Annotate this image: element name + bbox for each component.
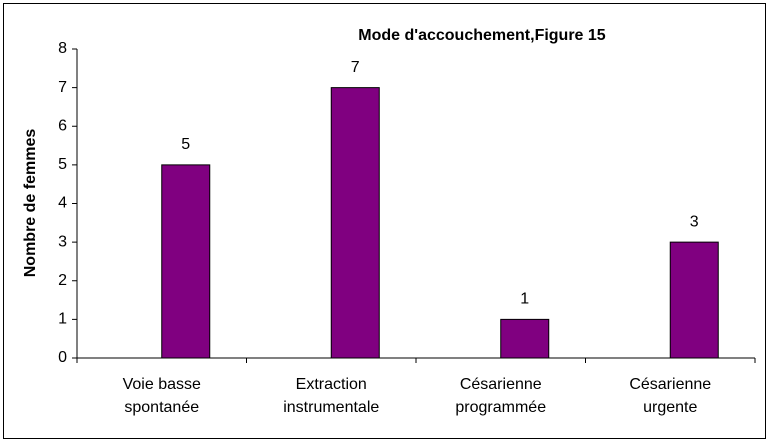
data-label: 7	[351, 59, 360, 76]
y-tick-label: 4	[58, 195, 67, 212]
y-tick-label: 3	[58, 233, 67, 250]
chart-title: Mode d'accouchement,Figure 15	[358, 27, 606, 44]
y-tick-label: 0	[58, 349, 67, 366]
x-tick-label: instrumentale	[283, 399, 379, 416]
x-tick-label: Voie basse	[123, 376, 201, 393]
x-tick-label: Extraction	[296, 376, 367, 393]
bar	[161, 164, 211, 359]
bar	[500, 318, 550, 359]
bar	[330, 87, 380, 359]
x-tick-label: urgente	[643, 399, 697, 416]
y-axis-label: Nombre de femmes	[22, 129, 39, 278]
x-tick-label: Césarienne	[460, 376, 542, 393]
y-tick-label: 2	[58, 272, 67, 289]
y-tick-label: 7	[58, 79, 67, 96]
x-tick-label: programmée	[455, 399, 546, 416]
y-tick-label: 6	[58, 117, 67, 134]
bar	[669, 241, 719, 359]
y-tick-label: 1	[58, 311, 67, 328]
data-label: 5	[181, 136, 190, 153]
chart-border	[3, 3, 766, 439]
y-tick-label: 8	[58, 40, 67, 57]
x-tick-label: spontanée	[124, 399, 199, 416]
data-label: 3	[690, 213, 699, 230]
data-label: 1	[520, 291, 529, 308]
y-tick-label: 5	[58, 156, 67, 173]
x-tick-label: Césarienne	[629, 376, 711, 393]
